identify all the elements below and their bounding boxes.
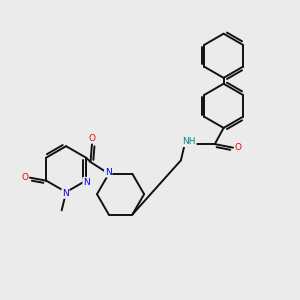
Text: O: O	[88, 134, 95, 143]
Text: O: O	[235, 143, 242, 152]
Text: N: N	[83, 178, 90, 187]
Text: NH: NH	[182, 137, 196, 146]
Text: N: N	[105, 168, 112, 177]
Text: N: N	[62, 189, 69, 198]
Text: O: O	[21, 173, 28, 182]
